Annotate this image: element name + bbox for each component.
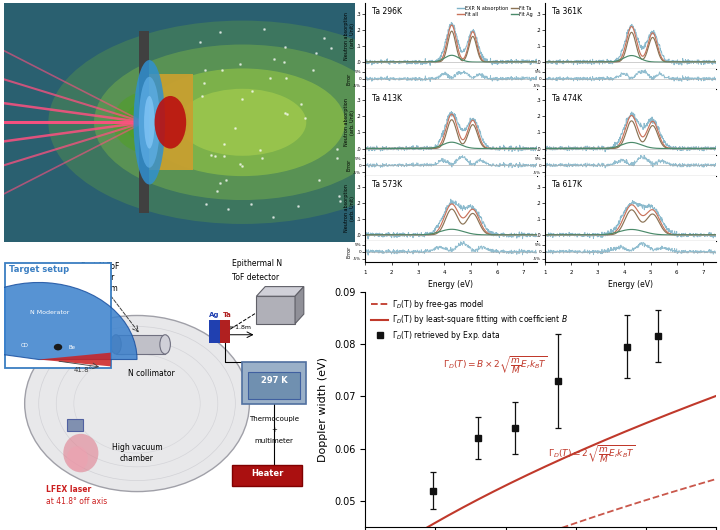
Text: Be: Be	[68, 344, 76, 350]
Ellipse shape	[139, 77, 160, 167]
Ellipse shape	[160, 335, 171, 354]
Ellipse shape	[155, 96, 186, 148]
Bar	[256, 296, 295, 324]
Bar	[209, 320, 220, 343]
Bar	[5, 263, 111, 368]
Bar	[232, 465, 302, 486]
Text: CD: CD	[21, 343, 29, 348]
Bar	[67, 419, 83, 431]
Bar	[248, 372, 300, 400]
Y-axis label: Neutron absorption
(arb. Unit): Neutron absorption (arb. Unit)	[344, 184, 355, 232]
Text: chamber: chamber	[120, 454, 154, 463]
X-axis label: Energy (eV): Energy (eV)	[428, 280, 474, 289]
Text: Heater: Heater	[251, 469, 283, 478]
Text: Ta 361K: Ta 361K	[552, 7, 582, 16]
Ellipse shape	[48, 21, 436, 224]
Polygon shape	[39, 352, 111, 366]
Ellipse shape	[112, 91, 189, 154]
Text: Epithermal N: Epithermal N	[232, 259, 282, 268]
Text: ToF detector: ToF detector	[232, 273, 279, 282]
Polygon shape	[295, 287, 304, 324]
Text: +: +	[271, 427, 277, 434]
Circle shape	[54, 344, 62, 350]
Text: N collimator: N collimator	[127, 369, 174, 378]
Text: Ta: Ta	[223, 312, 232, 318]
Ellipse shape	[179, 89, 306, 156]
Legend: $\Gamma_D$(T) by free-gas model, $\Gamma_D$(T) by least-square fitting with coef: $\Gamma_D$(T) by free-gas model, $\Gamma…	[369, 295, 570, 344]
Bar	[220, 320, 230, 343]
Text: Target setup: Target setup	[9, 264, 69, 273]
Ellipse shape	[111, 335, 121, 354]
Ellipse shape	[67, 446, 88, 471]
Text: 41.8°: 41.8°	[74, 367, 93, 373]
Y-axis label: Error: Error	[347, 245, 351, 258]
Text: at 41.8° off axis: at 41.8° off axis	[46, 497, 107, 506]
Text: N Moderator: N Moderator	[30, 310, 69, 315]
Text: Ag: Ag	[209, 312, 220, 318]
Text: Ta 413K: Ta 413K	[372, 94, 402, 103]
Text: 297 K: 297 K	[261, 376, 287, 385]
Ellipse shape	[133, 60, 165, 184]
Bar	[243, 363, 305, 403]
Text: D=1.8m: D=1.8m	[225, 325, 251, 330]
Bar	[139, 31, 148, 213]
Text: Ta 617K: Ta 617K	[552, 180, 582, 189]
Y-axis label: Error: Error	[347, 73, 351, 85]
Text: Ta 573K: Ta 573K	[372, 180, 402, 189]
X-axis label: Energy (eV): Energy (eV)	[608, 280, 653, 289]
Text: at 12.5 m: at 12.5 m	[81, 284, 117, 293]
Polygon shape	[256, 287, 304, 296]
Ellipse shape	[94, 45, 391, 200]
Text: Detector: Detector	[81, 273, 114, 282]
Ellipse shape	[63, 434, 99, 472]
Text: $\Gamma_D(T) = B \times 2\sqrt{\dfrac{m}{M}E_r k_B T}$: $\Gamma_D(T) = B \times 2\sqrt{\dfrac{m}…	[443, 355, 547, 376]
Bar	[148, 74, 193, 170]
Y-axis label: Doppler width (eV): Doppler width (eV)	[318, 357, 328, 462]
Ellipse shape	[144, 96, 155, 148]
Text: Thermocouple: Thermocouple	[249, 417, 299, 422]
Wedge shape	[0, 282, 137, 359]
Y-axis label: Neutron absorption
(arb. Unit): Neutron absorption (arb. Unit)	[344, 98, 355, 146]
Text: LFEX laser: LFEX laser	[46, 484, 91, 493]
Y-axis label: Neutron absorption
(arb. Unit): Neutron absorption (arb. Unit)	[344, 12, 355, 59]
Text: $\Gamma_D(T) = 2\sqrt{\dfrac{m}{M}E_r k_B T}$: $\Gamma_D(T) = 2\sqrt{\dfrac{m}{M}E_r k_…	[548, 444, 635, 465]
Text: High vacuum: High vacuum	[112, 443, 162, 452]
Ellipse shape	[140, 68, 345, 176]
Text: Ta 296K: Ta 296K	[372, 7, 402, 16]
Y-axis label: Error: Error	[347, 159, 351, 171]
Text: multimeter: multimeter	[255, 438, 294, 445]
Circle shape	[24, 315, 249, 492]
Text: Fast N ToF: Fast N ToF	[81, 262, 120, 271]
Ellipse shape	[125, 101, 177, 144]
Text: Ta 474K: Ta 474K	[552, 94, 582, 103]
Legend: EXP. N absorption, Fit all, Fit Ta, Fit Ag: EXP. N absorption, Fit all, Fit Ta, Fit …	[456, 5, 534, 18]
Bar	[116, 335, 165, 354]
